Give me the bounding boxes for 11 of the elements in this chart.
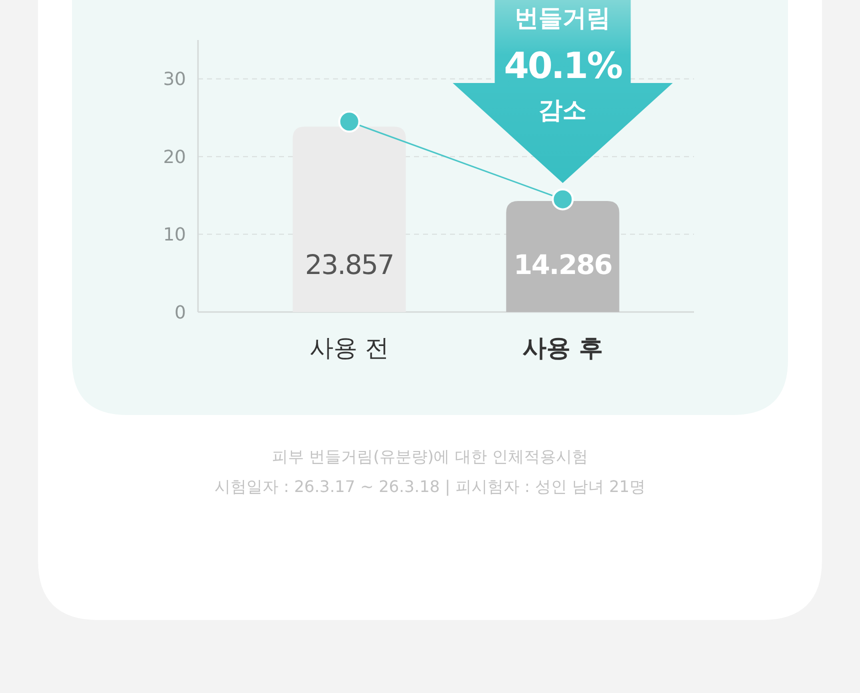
data-label: 23.857: [305, 250, 394, 281]
y-tick-label: 10: [163, 224, 186, 246]
x-tick-label: 사용 전: [309, 334, 390, 362]
text: 시험일자 : 26.3.17 ~ 26.3.18 | 피시험자 : 성인 남녀 21명: [214, 477, 646, 496]
data-label: 14.286: [514, 250, 612, 281]
text: 피부 번들거림(유분량)에 대한 인체적용시험: [272, 447, 588, 466]
annotation: 번들거림 40.1% 감소: [504, 4, 622, 124]
y-tick-label: 30: [163, 69, 186, 90]
y-tick-label: 20: [163, 146, 186, 168]
y-tick-label: 0: [174, 302, 186, 324]
x-tick-label: 사용 후: [522, 334, 603, 362]
